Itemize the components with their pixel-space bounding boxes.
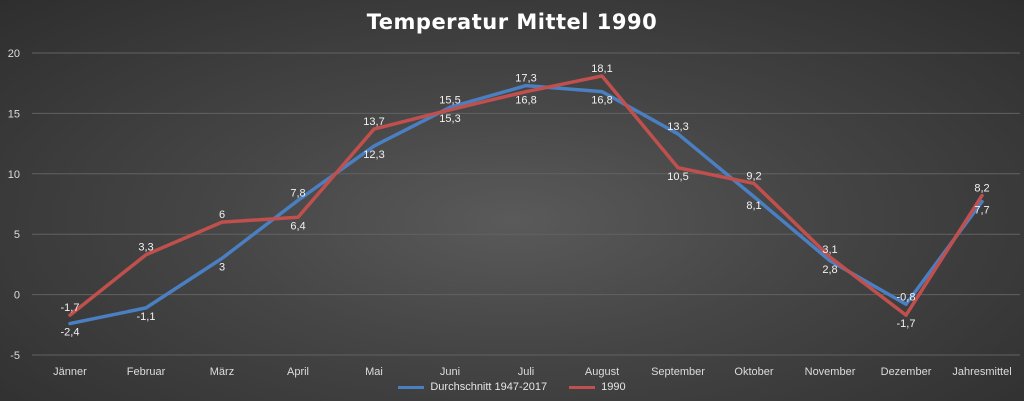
y-tick-label: -5 bbox=[10, 350, 20, 362]
data-point-1990 bbox=[600, 74, 604, 78]
data-label-avg: 12,3 bbox=[363, 149, 384, 161]
data-point-1990 bbox=[372, 127, 376, 131]
data-label-avg: 8,1 bbox=[746, 200, 761, 212]
series-line-avg bbox=[68, 83, 984, 326]
data-label-1990: 8,2 bbox=[974, 183, 989, 195]
data-label-avg: 13,3 bbox=[667, 121, 688, 133]
data-point-avg bbox=[220, 256, 224, 260]
x-tick-label: November bbox=[805, 366, 856, 378]
data-label-1990: 3,3 bbox=[138, 242, 153, 254]
data-label-avg: 16,8 bbox=[591, 95, 612, 107]
data-label-1990: 3,1 bbox=[822, 244, 837, 256]
data-point-avg bbox=[676, 132, 680, 136]
data-point-1990 bbox=[524, 90, 528, 94]
data-label-1990: 18,1 bbox=[591, 63, 612, 75]
data-point-avg bbox=[296, 198, 300, 202]
data-point-avg bbox=[448, 105, 452, 109]
data-label-avg: 17,3 bbox=[515, 73, 536, 85]
data-label-1990: 13,7 bbox=[363, 116, 384, 128]
legend: Durchschnitt 1947-2017 1990 bbox=[0, 381, 1024, 393]
data-point-1990 bbox=[448, 108, 452, 112]
data-label-avg: 7,8 bbox=[290, 187, 305, 199]
data-point-1990 bbox=[828, 255, 832, 259]
data-label-1990: -1,7 bbox=[897, 318, 916, 330]
data-label-avg: -0,8 bbox=[897, 291, 916, 303]
legend-swatch-avg bbox=[398, 385, 425, 389]
y-tick-label: 0 bbox=[14, 290, 20, 302]
data-label-avg: -1,1 bbox=[137, 311, 156, 323]
data-label-avg: -2,4 bbox=[61, 327, 80, 339]
data-point-1990 bbox=[144, 253, 148, 257]
data-point-1990 bbox=[220, 220, 224, 224]
x-tick-label: März bbox=[210, 366, 234, 378]
y-tick-label: 5 bbox=[14, 229, 20, 241]
data-point-avg bbox=[372, 144, 376, 148]
legend-label-avg: Durchschnitt 1947-2017 bbox=[430, 381, 548, 393]
data-point-avg bbox=[980, 200, 984, 204]
x-tick-label: September bbox=[651, 366, 705, 378]
data-point-1990 bbox=[296, 215, 300, 219]
legend-item-1990: 1990 bbox=[569, 381, 626, 393]
x-tick-label: April bbox=[287, 366, 309, 378]
x-tick-label: Juni bbox=[440, 366, 460, 378]
data-label-avg: 7,7 bbox=[974, 205, 989, 217]
data-point-1990 bbox=[676, 166, 680, 170]
data-label-1990: 16,8 bbox=[515, 95, 536, 107]
series-line-1990 bbox=[68, 74, 984, 317]
y-tick-label: 20 bbox=[8, 48, 20, 60]
data-point-1990 bbox=[752, 181, 756, 185]
data-label-1990: 9,2 bbox=[746, 170, 761, 182]
data-point-avg bbox=[524, 84, 528, 88]
data-label-1990: 10,5 bbox=[667, 171, 688, 183]
chart-title: Temperatur Mittel 1990 bbox=[366, 10, 658, 34]
data-point-avg bbox=[828, 259, 832, 263]
x-tick-label: Jahresmittel bbox=[952, 366, 1011, 378]
legend-label-1990: 1990 bbox=[601, 381, 626, 393]
x-tick-label: Mai bbox=[365, 366, 383, 378]
data-point-avg bbox=[144, 306, 148, 310]
legend-item-avg: Durchschnitt 1947-2017 bbox=[398, 381, 547, 393]
data-point-avg bbox=[904, 302, 908, 306]
data-point-avg bbox=[752, 195, 756, 199]
legend-swatch-1990 bbox=[569, 385, 596, 389]
data-point-1990 bbox=[904, 313, 908, 317]
x-tick-label: Juli bbox=[518, 366, 535, 378]
data-point-1990 bbox=[980, 194, 984, 198]
data-label-avg: 2,8 bbox=[822, 264, 837, 276]
data-label-1990: -1,7 bbox=[61, 302, 80, 314]
data-label-1990: 6 bbox=[219, 209, 225, 221]
data-point-avg bbox=[600, 90, 604, 94]
x-tick-label: Jänner bbox=[53, 366, 87, 378]
data-label-avg: 3 bbox=[219, 261, 225, 273]
x-tick-label: Dezember bbox=[881, 366, 932, 378]
data-label-1990: 15,3 bbox=[439, 113, 460, 125]
x-tick-label: Februar bbox=[127, 366, 166, 378]
data-point-1990 bbox=[68, 313, 72, 317]
data-point-avg bbox=[68, 322, 72, 326]
y-tick-label: 10 bbox=[8, 169, 20, 181]
x-tick-label: August bbox=[585, 366, 619, 378]
data-label-1990: 6,4 bbox=[290, 220, 305, 232]
x-tick-label: Oktober bbox=[734, 366, 773, 378]
data-label-avg: 15,5 bbox=[439, 94, 460, 106]
y-tick-label: 15 bbox=[8, 108, 20, 120]
